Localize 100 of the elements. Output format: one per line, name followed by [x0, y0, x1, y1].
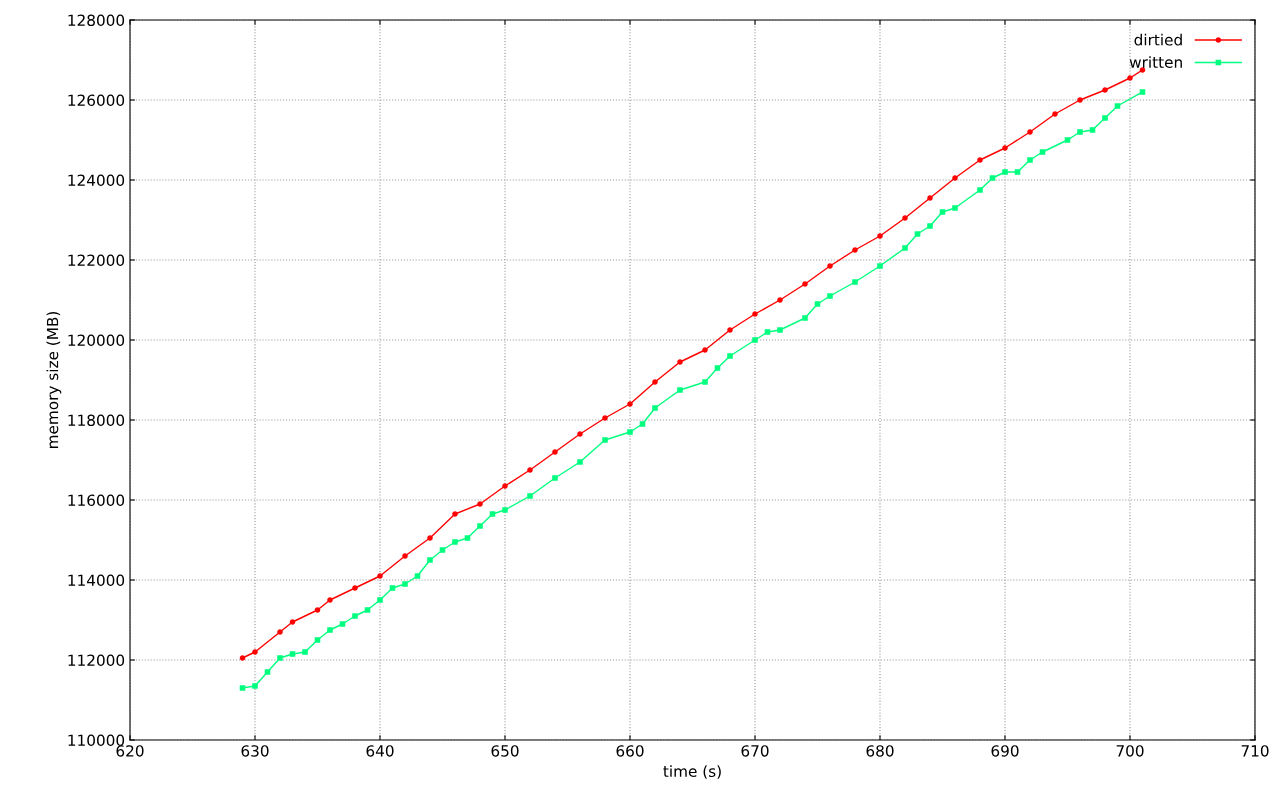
x-tick-label: 640 — [366, 745, 394, 757]
point — [939, 209, 946, 215]
point — [877, 233, 883, 239]
point — [502, 483, 508, 489]
point — [1002, 169, 1008, 175]
point — [777, 297, 783, 303]
point — [714, 365, 721, 371]
y-tick-label: 110000 — [68, 734, 125, 747]
point — [677, 359, 683, 365]
point — [652, 379, 658, 385]
point — [777, 327, 783, 333]
point — [652, 405, 658, 411]
point — [1014, 169, 1021, 175]
point — [827, 293, 833, 299]
point — [327, 627, 333, 633]
point — [977, 157, 983, 163]
point — [277, 629, 283, 635]
point — [602, 437, 608, 443]
point — [302, 649, 308, 655]
y-tick-label: 122000 — [68, 254, 125, 267]
y-tick-label: 114000 — [68, 574, 125, 587]
y-tick-label: 116000 — [68, 494, 125, 507]
point — [314, 637, 321, 643]
point — [877, 263, 883, 269]
point — [827, 263, 833, 269]
point — [414, 573, 421, 579]
point — [702, 379, 708, 385]
point — [339, 621, 346, 627]
point — [1102, 87, 1108, 93]
point — [577, 459, 583, 465]
point — [1102, 115, 1108, 121]
y-tick-label: 126000 — [68, 94, 125, 107]
point — [377, 573, 383, 579]
point — [402, 553, 408, 559]
point — [752, 337, 758, 343]
point — [1139, 89, 1146, 95]
point — [1064, 137, 1071, 143]
point — [527, 467, 533, 473]
y-tick-label: 124000 — [68, 174, 125, 187]
point — [1077, 97, 1083, 103]
x-tick-label: 710 — [1241, 745, 1269, 757]
point — [289, 619, 296, 625]
y-tick-label: 120000 — [68, 334, 125, 347]
x-axis-title: time (s) — [663, 765, 721, 779]
point — [914, 231, 921, 237]
point — [252, 683, 258, 689]
point — [552, 449, 558, 455]
point — [927, 223, 933, 229]
point — [902, 245, 908, 251]
point — [852, 247, 858, 253]
x-tick-label: 680 — [866, 745, 894, 757]
point — [1114, 103, 1121, 109]
point — [464, 535, 471, 541]
point — [639, 421, 646, 427]
point — [1027, 157, 1033, 163]
x-tick-label: 700 — [1116, 745, 1144, 757]
point — [314, 607, 321, 613]
y-tick-label: 112000 — [68, 654, 125, 667]
point — [502, 507, 508, 513]
point — [852, 279, 858, 285]
point — [477, 523, 483, 529]
point — [727, 327, 733, 333]
point — [577, 431, 583, 437]
point — [552, 475, 558, 481]
point — [489, 511, 496, 517]
point — [477, 501, 483, 507]
point — [439, 547, 446, 553]
point — [977, 187, 983, 193]
point — [427, 557, 433, 563]
point — [952, 205, 958, 211]
y-axis-title: memory size (MB) — [46, 311, 62, 448]
point — [352, 585, 358, 591]
point — [677, 387, 683, 393]
point — [239, 655, 246, 661]
point — [327, 597, 333, 603]
point — [402, 581, 408, 587]
y-tick-label: 118000 — [68, 414, 125, 427]
point — [264, 669, 271, 675]
point — [627, 429, 633, 435]
point — [239, 685, 246, 691]
point — [1052, 111, 1058, 117]
x-tick-label: 660 — [616, 745, 644, 757]
point — [802, 315, 808, 321]
point — [1027, 129, 1033, 135]
legend-label: written — [1129, 56, 1182, 68]
x-tick-label: 630 — [241, 745, 269, 757]
point — [364, 607, 371, 613]
point — [814, 301, 821, 307]
point — [277, 655, 283, 661]
point — [702, 347, 708, 353]
point — [989, 175, 996, 181]
point — [1127, 75, 1133, 81]
y-tick-label: 128000 — [68, 14, 125, 27]
point — [452, 539, 458, 545]
x-tick-label: 690 — [991, 745, 1019, 757]
point — [252, 649, 258, 655]
point — [802, 281, 808, 287]
point — [1089, 127, 1096, 133]
x-tick-label: 670 — [741, 745, 769, 757]
point — [427, 535, 433, 541]
